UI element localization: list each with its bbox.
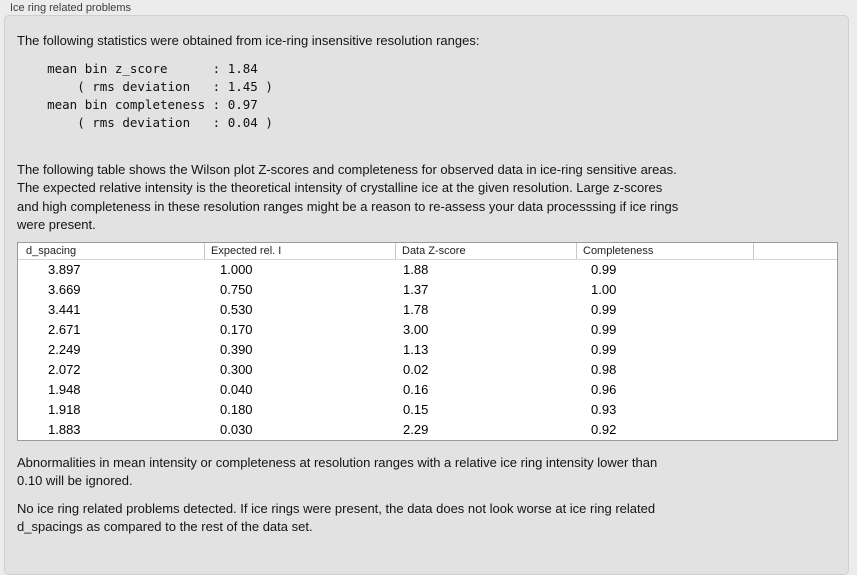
table-cell: 2.671 [48, 321, 81, 337]
table-row[interactable]: 3.669 0.750 1.37 1.00 [18, 279, 837, 300]
table-cell: 2.29 [403, 421, 429, 437]
table-cell: 1.883 [48, 421, 81, 437]
column-header-expected-rel-i[interactable]: Expected rel. I [205, 242, 396, 259]
table-cell: 0.92 [591, 421, 617, 437]
table-row[interactable]: 2.249 0.390 1.13 0.99 [18, 339, 837, 360]
table-cell: 3.897 [48, 261, 81, 277]
table-cell: 0.16 [403, 381, 429, 397]
table-cell: 0.040 [220, 381, 253, 397]
table-cell-filler [754, 260, 837, 280]
table-cell: 0.180 [220, 401, 253, 417]
table-row[interactable]: 1.948 0.040 0.16 0.96 [18, 379, 837, 400]
table-cell: 1.00 [591, 281, 617, 297]
table-cell: 3.669 [48, 281, 81, 297]
stats-block: mean bin z_score : 1.84 ( rms deviation … [47, 60, 273, 130]
table-cell: 0.99 [591, 321, 617, 337]
table-row[interactable]: 2.072 0.300 0.02 0.98 [18, 359, 837, 380]
table-description: The following table shows the Wilson plo… [17, 161, 679, 233]
table-cell: 3.00 [403, 321, 429, 337]
table-cell-filler [754, 360, 837, 380]
table-body: 3.897 1.000 1.88 0.99 3.669 0.750 1.37 1.00 3.44… [18, 259, 837, 440]
table-cell-filler [754, 420, 837, 440]
table-cell: 1.918 [48, 401, 81, 417]
column-header-d-spacing[interactable]: d_spacing [18, 242, 205, 259]
table-cell: 0.300 [220, 361, 253, 377]
table-cell: 0.98 [591, 361, 617, 377]
ignore-note: Abnormalities in mean intensity or compl… [17, 454, 658, 489]
table-cell: 1.000 [220, 261, 253, 277]
column-header-data-z-score[interactable]: Data Z-score [396, 242, 577, 259]
table-cell: 0.030 [220, 421, 253, 437]
table-cell: 1.78 [403, 301, 429, 317]
table-row[interactable]: 3.897 1.000 1.88 0.99 [18, 259, 837, 280]
table-row[interactable]: 1.918 0.180 0.15 0.93 [18, 399, 837, 420]
table-header-row: d_spacing Expected rel. I Data Z-score C… [18, 242, 837, 260]
table-cell: 2.249 [48, 341, 81, 357]
ice-ring-group-box: The following statistics were obtained f… [4, 15, 849, 575]
ice-ring-table: d_spacing Expected rel. I Data Z-score C… [17, 241, 838, 441]
table-cell: 0.530 [220, 301, 253, 317]
panel-title: Ice ring related problems [10, 2, 132, 14]
table-cell: 0.750 [220, 281, 253, 297]
column-header-filler [754, 243, 837, 259]
table-row[interactable]: 1.883 0.030 2.29 0.92 [18, 419, 837, 440]
column-header-completeness[interactable]: Completeness [577, 242, 754, 259]
table-cell: 2.072 [48, 361, 81, 377]
table-cell: 1.948 [48, 381, 81, 397]
table-cell: 0.99 [591, 261, 617, 277]
table-cell: 1.13 [403, 341, 429, 357]
table-cell: 0.93 [591, 401, 617, 417]
table-cell: 0.15 [403, 401, 429, 417]
table-row[interactable]: 3.441 0.530 1.78 0.99 [18, 299, 837, 320]
table-cell-filler [754, 300, 837, 320]
table-cell-filler [754, 400, 837, 420]
table-cell: 1.37 [403, 281, 429, 297]
table-cell-filler [754, 380, 837, 400]
table-cell-filler [754, 280, 837, 300]
table-row[interactable]: 2.671 0.170 3.00 0.99 [18, 319, 837, 340]
table-cell: 1.88 [403, 261, 429, 277]
table-cell-filler [754, 340, 837, 360]
table-cell: 3.441 [48, 301, 81, 317]
intro-text: The following statistics were obtained f… [17, 33, 480, 48]
table-cell: 0.390 [220, 341, 253, 357]
table-cell: 0.96 [591, 381, 617, 397]
table-cell: 0.99 [591, 341, 617, 357]
conclusion-text: No ice ring related problems detected. I… [17, 500, 656, 535]
table-cell: 0.170 [220, 321, 253, 337]
table-cell-filler [754, 320, 837, 340]
table-cell: 0.99 [591, 301, 617, 317]
table-cell: 0.02 [403, 361, 429, 377]
